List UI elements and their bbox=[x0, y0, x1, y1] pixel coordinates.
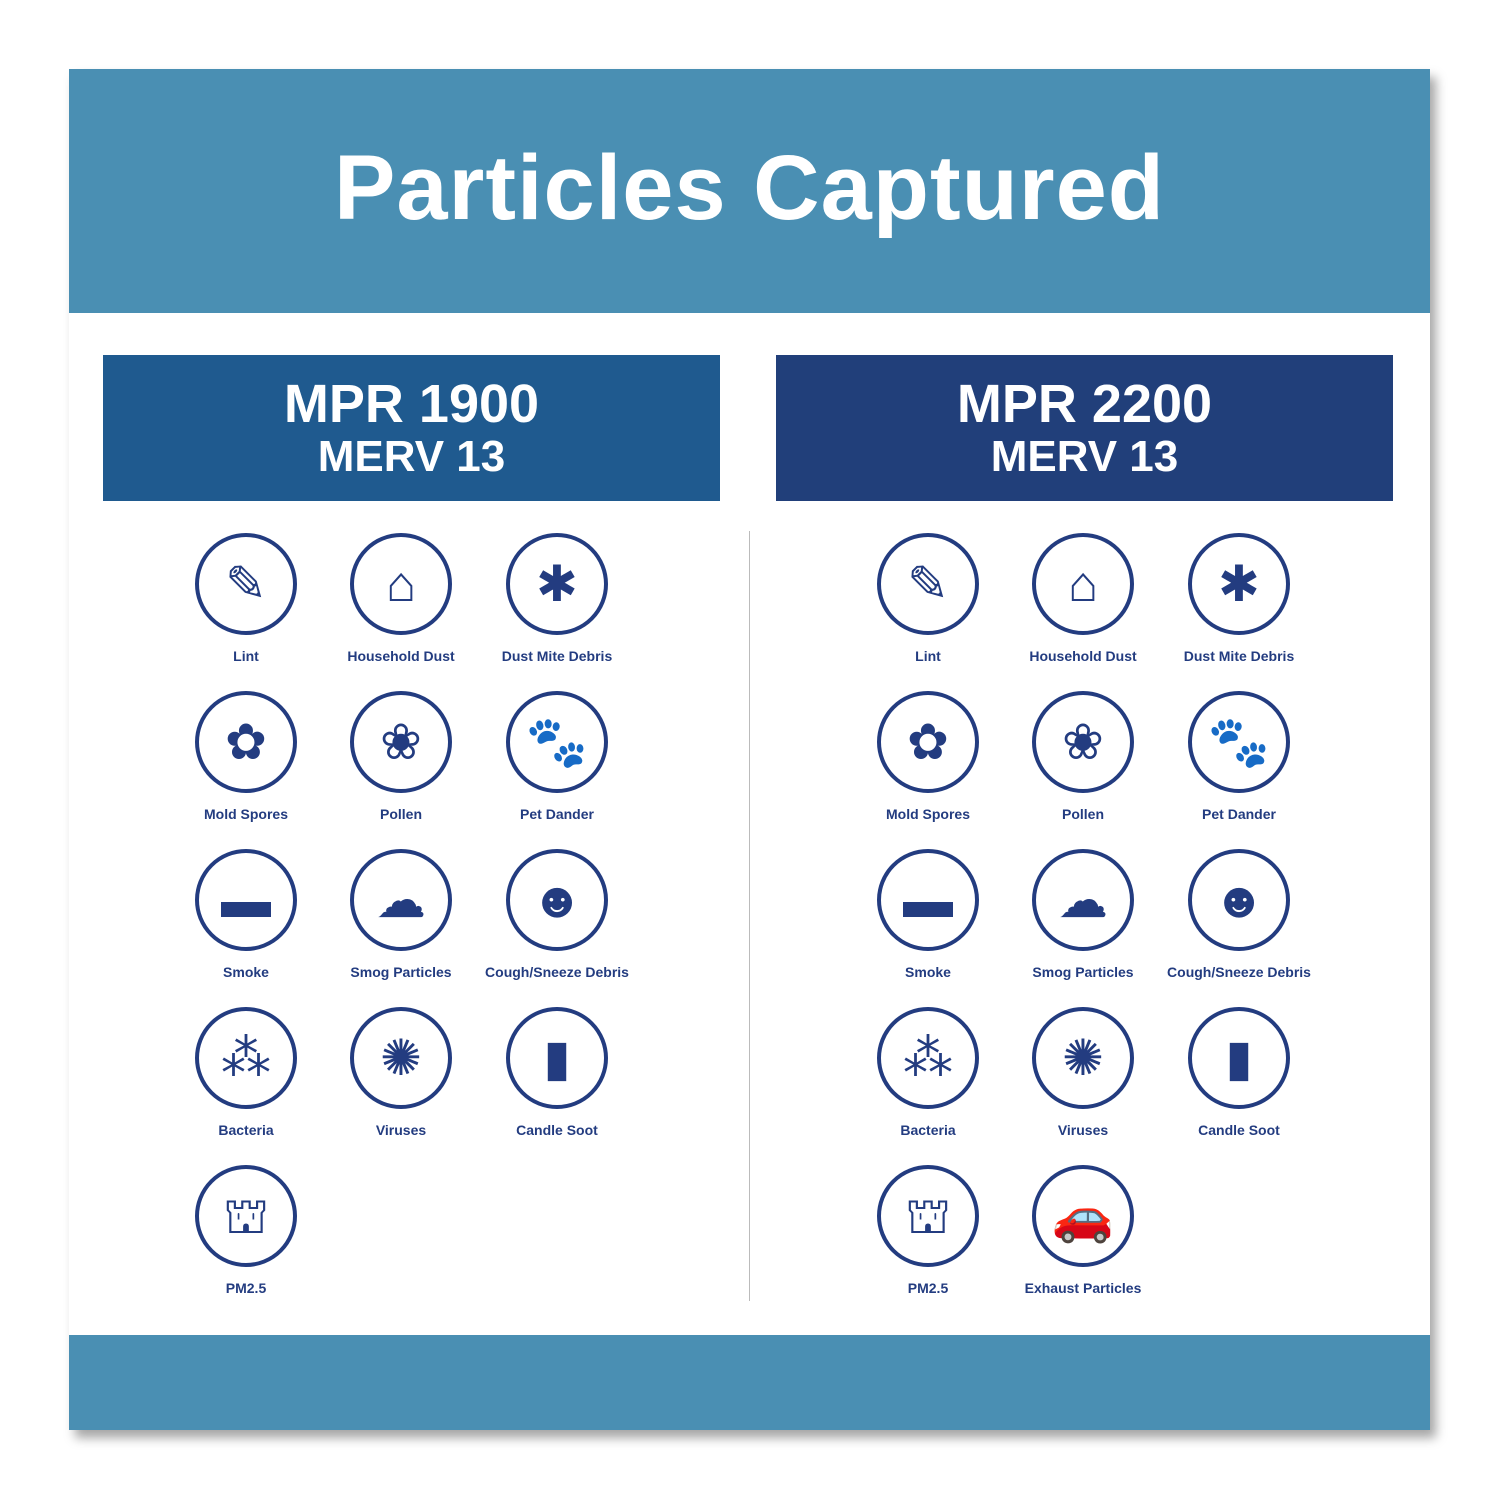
particle-label: Lint bbox=[915, 648, 941, 664]
particle-item: ✿ Mold Spores bbox=[166, 691, 326, 822]
particle-label: Smog Particles bbox=[1032, 964, 1134, 980]
particle-label: Smoke bbox=[905, 964, 951, 980]
lint-roller-icon: ✎ bbox=[195, 533, 297, 635]
flowers-icon: ✿ bbox=[195, 691, 297, 793]
particle-item: ☻ Cough/Sneeze Debris bbox=[477, 849, 637, 980]
smog-city-icon: ☁ bbox=[350, 849, 452, 951]
particle-label: Cough/Sneeze Debris bbox=[485, 964, 629, 980]
particle-item: ▬ Smoke bbox=[166, 849, 326, 980]
cigarette-icon: ▬ bbox=[195, 849, 297, 951]
particle-item: ▬ Smoke bbox=[848, 849, 1008, 980]
pollen-flower-icon: ❀ bbox=[1032, 691, 1134, 793]
particle-label: Viruses bbox=[375, 1122, 427, 1138]
sneeze-face-icon: ☻ bbox=[1188, 849, 1290, 951]
particle-label: Household Dust bbox=[1029, 648, 1137, 664]
particle-label: Mold Spores bbox=[885, 806, 970, 822]
dust-mite-icon: ✱ bbox=[1188, 533, 1290, 635]
smokestack-icon: ⛫ bbox=[877, 1165, 979, 1267]
lint-roller-icon: ✎ bbox=[877, 533, 979, 635]
virus-icon: ✺ bbox=[350, 1007, 452, 1109]
infographic-card: Particles Captured MPR 1900 MERV 13 MPR … bbox=[69, 69, 1430, 1430]
smokestack-icon: ⛫ bbox=[195, 1165, 297, 1267]
particle-label: Dust Mite Debris bbox=[501, 648, 613, 664]
particle-label: Candle Soot bbox=[1198, 1122, 1280, 1138]
particle-item: ▮ Candle Soot bbox=[477, 1007, 637, 1138]
page-title: Particles Captured bbox=[334, 137, 1165, 239]
candle-icon: ▮ bbox=[506, 1007, 608, 1109]
dustpan-icon: ⌂ bbox=[350, 533, 452, 635]
particle-item: 🚗 Exhaust Particles bbox=[1003, 1165, 1163, 1296]
particle-label: Pollen bbox=[379, 806, 422, 822]
dust-mite-icon: ✱ bbox=[506, 533, 608, 635]
particle-item: ☁ Smog Particles bbox=[1003, 849, 1163, 980]
particle-item: ☁ Smog Particles bbox=[321, 849, 481, 980]
virus-icon: ✺ bbox=[1032, 1007, 1134, 1109]
particle-item: ✺ Viruses bbox=[1003, 1007, 1163, 1138]
particle-label: PM2.5 bbox=[225, 1280, 267, 1296]
particle-label: Viruses bbox=[1057, 1122, 1109, 1138]
particle-item: ⌂ Household Dust bbox=[1003, 533, 1163, 664]
bacteria-icon: ⁂ bbox=[877, 1007, 979, 1109]
particle-label: Bacteria bbox=[218, 1122, 274, 1138]
sneeze-face-icon: ☻ bbox=[506, 849, 608, 951]
title-band: Particles Captured bbox=[69, 69, 1430, 313]
particle-label: Dust Mite Debris bbox=[1183, 648, 1295, 664]
particle-item: 🐾 Pet Dander bbox=[477, 691, 637, 822]
particle-item: ✱ Dust Mite Debris bbox=[477, 533, 637, 664]
particle-label: Candle Soot bbox=[516, 1122, 598, 1138]
mpr-2200-header: MPR 2200 MERV 13 bbox=[776, 355, 1393, 501]
column-divider bbox=[749, 531, 750, 1301]
particle-item: ✎ Lint bbox=[848, 533, 1008, 664]
mpr-label: MPR 1900 bbox=[283, 374, 540, 434]
particle-label: Smog Particles bbox=[350, 964, 452, 980]
paw-icon: 🐾 bbox=[1188, 691, 1290, 793]
particle-label: Mold Spores bbox=[203, 806, 288, 822]
merv-label: MERV 13 bbox=[990, 432, 1179, 481]
particle-item: ⛫ PM2.5 bbox=[166, 1165, 326, 1296]
particle-item: ✿ Mold Spores bbox=[848, 691, 1008, 822]
particle-item: ✎ Lint bbox=[166, 533, 326, 664]
particle-label: Exhaust Particles bbox=[1024, 1280, 1142, 1296]
particle-item: ❀ Pollen bbox=[1003, 691, 1163, 822]
particle-item: ⁂ Bacteria bbox=[166, 1007, 326, 1138]
bottom-band bbox=[69, 1335, 1430, 1430]
candle-icon: ▮ bbox=[1188, 1007, 1290, 1109]
smog-city-icon: ☁ bbox=[1032, 849, 1134, 951]
cigarette-icon: ▬ bbox=[877, 849, 979, 951]
particle-label: Pollen bbox=[1061, 806, 1104, 822]
particle-item: ✺ Viruses bbox=[321, 1007, 481, 1138]
bacteria-icon: ⁂ bbox=[195, 1007, 297, 1109]
car-exhaust-icon: 🚗 bbox=[1032, 1165, 1134, 1267]
particle-item: ⁂ Bacteria bbox=[848, 1007, 1008, 1138]
particle-item: ⌂ Household Dust bbox=[321, 533, 481, 664]
dustpan-icon: ⌂ bbox=[1032, 533, 1134, 635]
particle-item: ⛫ PM2.5 bbox=[848, 1165, 1008, 1296]
particle-item: ☻ Cough/Sneeze Debris bbox=[1159, 849, 1319, 980]
particle-label: Pet Dander bbox=[520, 806, 594, 822]
paw-icon: 🐾 bbox=[506, 691, 608, 793]
mpr-1900-header: MPR 1900 MERV 13 bbox=[103, 355, 720, 501]
merv-label: MERV 13 bbox=[317, 432, 506, 481]
flowers-icon: ✿ bbox=[877, 691, 979, 793]
mpr-label: MPR 2200 bbox=[956, 374, 1213, 434]
pollen-flower-icon: ❀ bbox=[350, 691, 452, 793]
particle-item: 🐾 Pet Dander bbox=[1159, 691, 1319, 822]
particle-item: ✱ Dust Mite Debris bbox=[1159, 533, 1319, 664]
particle-item: ▮ Candle Soot bbox=[1159, 1007, 1319, 1138]
particle-label: Lint bbox=[233, 648, 259, 664]
particle-label: Pet Dander bbox=[1202, 806, 1276, 822]
particle-label: Household Dust bbox=[347, 648, 455, 664]
particle-label: PM2.5 bbox=[907, 1280, 949, 1296]
particle-label: Bacteria bbox=[900, 1122, 956, 1138]
particle-label: Smoke bbox=[223, 964, 269, 980]
particle-item: ❀ Pollen bbox=[321, 691, 481, 822]
particle-label: Cough/Sneeze Debris bbox=[1167, 964, 1311, 980]
